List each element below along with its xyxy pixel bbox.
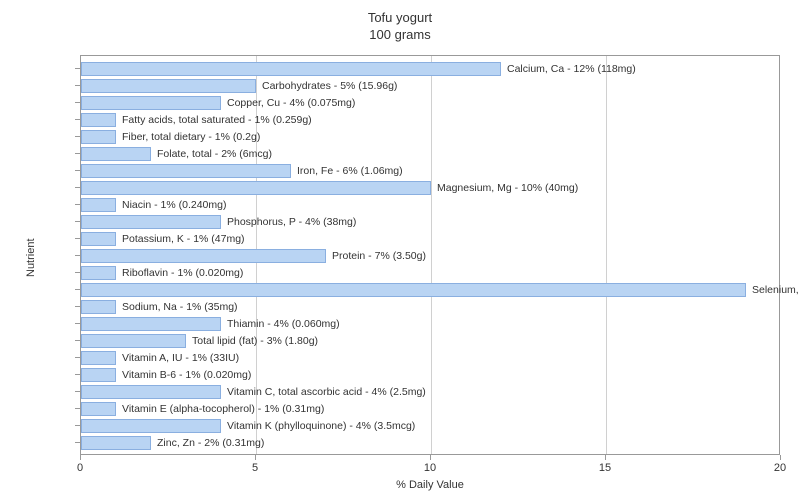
plot-area: Calcium, Ca - 12% (118mg) Carbohydrates -… xyxy=(80,55,780,455)
x-tick-label: 10 xyxy=(424,462,436,474)
nutrient-bar xyxy=(81,368,116,382)
nutrient-bar xyxy=(81,113,116,127)
nutrient-bar-label: Niacin - 1% (0.240mg) xyxy=(122,198,226,212)
y-tick-mark xyxy=(75,221,80,222)
nutrient-bar-label: Phosphorus, P - 4% (38mg) xyxy=(227,215,356,229)
chart-title-line2: 100 grams xyxy=(0,27,800,44)
nutrient-bar-label: Vitamin E (alpha-tocopherol) - 1% (0.31m… xyxy=(122,402,324,416)
y-tick-mark xyxy=(75,170,80,171)
y-tick-mark xyxy=(75,187,80,188)
nutrient-bar xyxy=(81,232,116,246)
x-tick-label: 5 xyxy=(252,462,258,474)
nutrient-bar xyxy=(81,215,221,229)
nutrient-bar xyxy=(81,249,326,263)
gridline xyxy=(431,56,432,454)
nutrient-bar xyxy=(81,147,151,161)
nutrient-bar xyxy=(81,266,116,280)
y-tick-mark xyxy=(75,289,80,290)
nutrient-bar xyxy=(81,181,431,195)
y-tick-mark xyxy=(75,408,80,409)
nutrient-chart: Tofu yogurt 100 grams Calcium, Ca - 12% … xyxy=(0,0,800,500)
nutrient-bar xyxy=(81,351,116,365)
y-tick-mark xyxy=(75,340,80,341)
nutrient-bar xyxy=(81,317,221,331)
nutrient-bar-label: Thiamin - 4% (0.060mg) xyxy=(227,317,340,331)
y-tick-mark xyxy=(75,136,80,137)
nutrient-bar xyxy=(81,334,186,348)
nutrient-bar-label: Riboflavin - 1% (0.020mg) xyxy=(122,266,243,280)
nutrient-bar-label: Vitamin B-6 - 1% (0.020mg) xyxy=(122,368,251,382)
nutrient-bar-label: Calcium, Ca - 12% (118mg) xyxy=(507,62,636,76)
y-tick-mark xyxy=(75,238,80,239)
y-tick-mark xyxy=(75,85,80,86)
nutrient-bar-label: Fiber, total dietary - 1% (0.2g) xyxy=(122,130,260,144)
y-tick-mark xyxy=(75,323,80,324)
nutrient-bar xyxy=(81,96,221,110)
nutrient-bar xyxy=(81,385,221,399)
nutrient-bar xyxy=(81,164,291,178)
y-tick-mark xyxy=(75,442,80,443)
nutrient-bar-label: Carbohydrates - 5% (15.96g) xyxy=(262,79,397,93)
nutrient-bar xyxy=(81,198,116,212)
y-tick-mark xyxy=(75,119,80,120)
nutrient-bar-label: Copper, Cu - 4% (0.075mg) xyxy=(227,96,355,110)
y-tick-mark xyxy=(75,425,80,426)
nutrient-bar-label: Folate, total - 2% (6mcg) xyxy=(157,147,272,161)
x-tick-label: 20 xyxy=(774,462,786,474)
x-tick-label: 15 xyxy=(599,462,611,474)
nutrient-bar-label: Vitamin A, IU - 1% (33IU) xyxy=(122,351,239,365)
nutrient-bar-label: Fatty acids, total saturated - 1% (0.259… xyxy=(122,113,312,127)
gridline xyxy=(606,56,607,454)
nutrient-bar-label: Sodium, Na - 1% (35mg) xyxy=(122,300,238,314)
x-tick-label: 0 xyxy=(77,462,83,474)
x-tick-mark xyxy=(605,455,606,460)
y-tick-mark xyxy=(75,357,80,358)
nutrient-bar-label: Magnesium, Mg - 10% (40mg) xyxy=(437,181,578,195)
nutrient-bar xyxy=(81,419,221,433)
nutrient-bar-label: Vitamin C, total ascorbic acid - 4% (2.5… xyxy=(227,385,426,399)
y-tick-mark xyxy=(75,306,80,307)
nutrient-bar xyxy=(81,402,116,416)
y-tick-mark xyxy=(75,153,80,154)
nutrient-bar xyxy=(81,436,151,450)
y-tick-mark xyxy=(75,374,80,375)
y-tick-mark xyxy=(75,391,80,392)
y-tick-mark xyxy=(75,255,80,256)
y-tick-mark xyxy=(75,272,80,273)
nutrient-bar-label: Total lipid (fat) - 3% (1.80g) xyxy=(192,334,318,348)
nutrient-bar-label: Protein - 7% (3.50g) xyxy=(332,249,426,263)
nutrient-bar xyxy=(81,130,116,144)
nutrient-bar xyxy=(81,79,256,93)
nutrient-bar xyxy=(81,283,746,297)
x-axis-label: % Daily Value xyxy=(80,479,780,491)
chart-title-line1: Tofu yogurt xyxy=(0,10,800,27)
nutrient-bar-label: Vitamin K (phylloquinone) - 4% (3.5mcg) xyxy=(227,419,415,433)
x-tick-mark xyxy=(80,455,81,460)
nutrient-bar-label: Iron, Fe - 6% (1.06mg) xyxy=(297,164,403,178)
nutrient-bar-label: Zinc, Zn - 2% (0.31mg) xyxy=(157,436,264,450)
nutrient-bar-label: Potassium, K - 1% (47mg) xyxy=(122,232,245,246)
x-tick-mark xyxy=(780,455,781,460)
x-tick-mark xyxy=(430,455,431,460)
y-tick-mark xyxy=(75,204,80,205)
nutrient-bar xyxy=(81,300,116,314)
chart-title-block: Tofu yogurt 100 grams xyxy=(0,10,800,44)
y-tick-mark xyxy=(75,68,80,69)
nutrient-bar-label: Selenium, Se - 19% (13.0mcg) xyxy=(752,283,800,297)
nutrient-bar xyxy=(81,62,501,76)
y-tick-mark xyxy=(75,102,80,103)
y-axis-label: Nutrient xyxy=(25,238,37,277)
x-tick-mark xyxy=(255,455,256,460)
